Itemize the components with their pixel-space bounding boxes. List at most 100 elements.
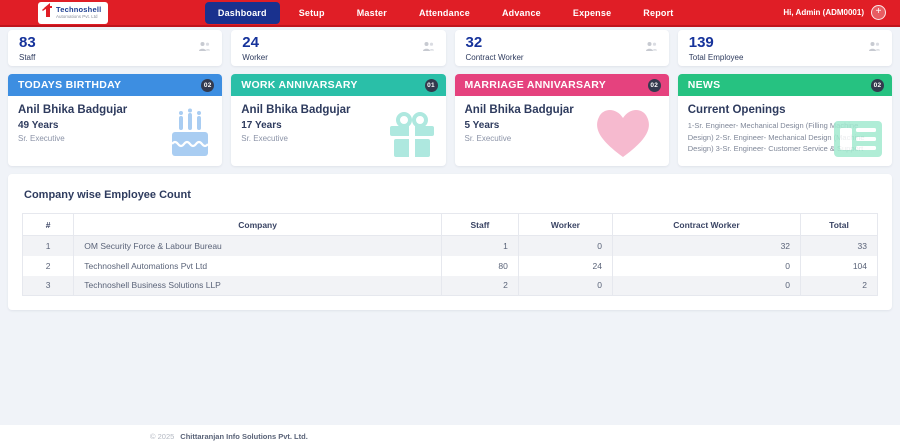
- news-card-body: Current Openings 1-Sr. Engineer- Mechani…: [678, 96, 892, 166]
- col-index: #: [21, 213, 75, 236]
- nav-item-advance[interactable]: Advance: [501, 7, 541, 18]
- work-anniversary-count-badge: 01: [424, 78, 438, 92]
- users-icon: [645, 39, 658, 57]
- nav-item-attendance[interactable]: Attendance: [418, 7, 470, 18]
- staff-value: 80: [440, 255, 519, 276]
- work-anniversary-card-header: WORK ANNIVARSARY 01: [231, 74, 446, 96]
- stat-card-staff[interactable]: 83 Staff: [8, 30, 223, 66]
- employee-designation: Sr. Executive: [241, 134, 288, 143]
- nav-item-expense[interactable]: Expense: [572, 7, 612, 18]
- nav-item-dashboard[interactable]: Dashboard: [204, 1, 280, 24]
- nav-item-report[interactable]: Report: [643, 7, 674, 18]
- staff-label: Staff: [19, 52, 36, 62]
- news-heading: Current Openings: [687, 104, 786, 116]
- cake-icon: [166, 108, 214, 163]
- stat-card-worker[interactable]: 24 Worker: [231, 30, 446, 66]
- employee-years: 17 Years: [241, 120, 282, 131]
- row-index: 3: [21, 275, 75, 296]
- total-value: 33: [800, 235, 878, 256]
- stat-card-total-employee[interactable]: 139 Total Employee: [677, 30, 892, 66]
- user-area: Hi, Admin (ADM0001) +: [783, 5, 886, 20]
- row-index: 2: [21, 255, 75, 276]
- news-card-header: NEWS 02: [677, 74, 892, 96]
- users-icon: [868, 39, 881, 57]
- nav-item-master[interactable]: Master: [356, 7, 387, 18]
- col-worker: Worker: [517, 213, 613, 236]
- copyright-year: © 2025: [150, 431, 175, 441]
- birthday-card-body: Anil Bhika Badgujar 49 Years Sr. Executi…: [8, 96, 222, 166]
- birthday-card: TODAYS BIRTHDAY 02 Anil Bhika Badgujar 4…: [8, 74, 223, 166]
- nav-item-setup[interactable]: Setup: [298, 7, 325, 18]
- dashboard-content: 83 Staff 24 Worker 32 Contract Worker: [0, 27, 900, 310]
- staff-count: 83: [19, 34, 36, 52]
- footer: © 2025 Chittaranjan Info Solutions Pvt. …: [0, 425, 900, 447]
- employee-name: Anil Bhika Badgujar: [18, 104, 128, 116]
- news-icon: [832, 119, 884, 164]
- marriage-anniversary-card-body: Anil Bhika Badgujar 5 Years Sr. Executiv…: [455, 96, 669, 166]
- contract-worker-value: 0: [611, 255, 802, 276]
- worker-value: 0: [517, 235, 613, 256]
- worker-count: 24: [242, 34, 259, 52]
- work-anniversary-card-title: WORK ANNIVARSARY: [241, 79, 358, 91]
- staff-value: 1: [440, 235, 519, 256]
- col-total: Total: [800, 213, 878, 236]
- employee-designation: Sr. Executive: [18, 134, 65, 143]
- employee-years: 5 Years: [464, 120, 500, 131]
- employee-age: 49 Years: [18, 120, 59, 131]
- marriage-anniversary-card-title: MARRIAGE ANNIVARSARY: [464, 79, 607, 91]
- company-employee-table: # Company Staff Worker Contract Worker T…: [21, 213, 878, 296]
- logo-subtitle: Automations Pvt. Ltd: [56, 13, 98, 19]
- company-employee-count-card: Company wise Employee Count # Company St…: [8, 174, 892, 310]
- table-row[interactable]: 3 Technoshell Business Solutions LLP 2 0…: [21, 275, 878, 296]
- users-icon: [422, 39, 435, 57]
- users-icon: [198, 39, 211, 57]
- work-anniversary-card-body: Anil Bhika Badgujar 17 Years Sr. Executi…: [231, 96, 445, 166]
- contract-worker-value: 32: [611, 235, 802, 256]
- table-row[interactable]: 2 Technoshell Automations Pvt Ltd 80 24 …: [21, 255, 878, 276]
- logo-title: Technoshell: [56, 5, 102, 14]
- total-value: 104: [800, 255, 878, 276]
- worker-value: 24: [517, 255, 613, 276]
- total-employee-count: 139: [688, 34, 714, 52]
- stats-row: 83 Staff 24 Worker 32 Contract Worker: [8, 30, 892, 66]
- total-employee-label: Total Employee: [688, 52, 744, 62]
- user-greeting[interactable]: Hi, Admin (ADM0001): [783, 8, 864, 17]
- gift-icon: [386, 112, 438, 163]
- top-navbar: Technoshell Automations Pvt. Ltd Dashboa…: [0, 0, 900, 27]
- col-contract-worker: Contract Worker: [611, 213, 802, 236]
- contract-worker-label: Contract Worker: [465, 52, 524, 62]
- work-anniversary-card: WORK ANNIVARSARY 01 Anil Bhika Badgujar …: [231, 74, 446, 166]
- marriage-anniversary-card-header: MARRIAGE ANNIVARSARY 02: [454, 74, 669, 96]
- employee-name: Anil Bhika Badgujar: [241, 104, 351, 116]
- company-name: OM Security Force & Labour Bureau: [73, 235, 442, 256]
- table-title: Company wise Employee Count: [24, 189, 191, 201]
- marriage-anniversary-count-badge: 02: [647, 78, 661, 92]
- news-text: 1-Sr. Engineer- Mechanical Design (Filli…: [687, 121, 865, 154]
- app-logo[interactable]: Technoshell Automations Pvt. Ltd: [38, 1, 108, 24]
- news-card-title: NEWS: [687, 79, 721, 91]
- main-nav: Dashboard Setup Master Attendance Advanc…: [204, 1, 687, 24]
- contract-worker-value: 0: [611, 275, 802, 296]
- news-card: NEWS 02 Current Openings 1-Sr. Engineer-…: [677, 74, 892, 166]
- stat-card-contract-worker[interactable]: 32 Contract Worker: [454, 30, 669, 66]
- table-header-row: # Company Staff Worker Contract Worker T…: [21, 213, 878, 236]
- row-index: 1: [21, 235, 75, 256]
- contract-worker-count: 32: [465, 34, 483, 52]
- company-name: Technoshell Business Solutions LLP: [73, 275, 442, 296]
- staff-value: 2: [440, 275, 519, 296]
- col-company: Company: [73, 213, 442, 236]
- employee-designation: Sr. Executive: [464, 134, 512, 143]
- table-row[interactable]: 1 OM Security Force & Labour Bureau 1 0 …: [21, 235, 878, 256]
- copyright-company: Chittaranjan Info Solutions Pvt. Ltd.: [180, 431, 308, 441]
- birthday-card-title: TODAYS BIRTHDAY: [18, 79, 122, 91]
- add-button[interactable]: +: [871, 5, 886, 20]
- worker-value: 0: [517, 275, 613, 296]
- total-value: 2: [800, 275, 878, 296]
- company-name: Technoshell Automations Pvt Ltd: [73, 255, 442, 276]
- heart-icon: [591, 103, 655, 166]
- col-staff: Staff: [440, 213, 519, 236]
- birthday-card-header: TODAYS BIRTHDAY 02: [8, 74, 223, 96]
- logo-icon: [42, 2, 53, 23]
- news-count-badge: 02: [871, 78, 884, 92]
- highlight-cards-row: TODAYS BIRTHDAY 02 Anil Bhika Badgujar 4…: [8, 74, 892, 166]
